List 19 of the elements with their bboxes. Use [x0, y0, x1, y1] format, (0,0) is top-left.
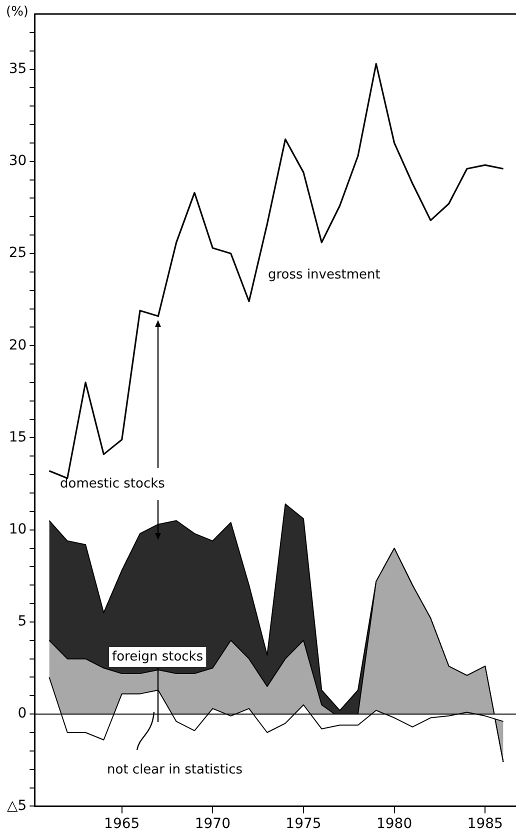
- y-tick-label: 0: [18, 706, 27, 722]
- y-tick-label: 15: [8, 429, 27, 446]
- y-axis-title: (%): [6, 4, 28, 20]
- y-tick-label: △5: [6, 798, 27, 814]
- text: domestic stocks: [60, 476, 166, 492]
- y-tick-label: 20: [8, 337, 27, 354]
- y-tick-label: 35: [8, 60, 27, 77]
- series-label: foreign stocks: [112, 649, 204, 664]
- x-tick-label: 1970: [194, 816, 230, 832]
- x-tick-label: 1975: [286, 816, 322, 832]
- series-label: gross investment: [268, 267, 380, 282]
- y-tick-label: 25: [8, 245, 27, 262]
- x-tick-label: 1985: [467, 816, 503, 832]
- x-tick-label: 1980: [376, 816, 412, 832]
- x-tick-label: 1965: [104, 816, 140, 832]
- y-tick-label: 5: [18, 614, 27, 630]
- y-tick-label: 10: [8, 521, 27, 538]
- y-tick-label: 30: [8, 153, 27, 170]
- series-label: not clear in statistics: [107, 762, 243, 778]
